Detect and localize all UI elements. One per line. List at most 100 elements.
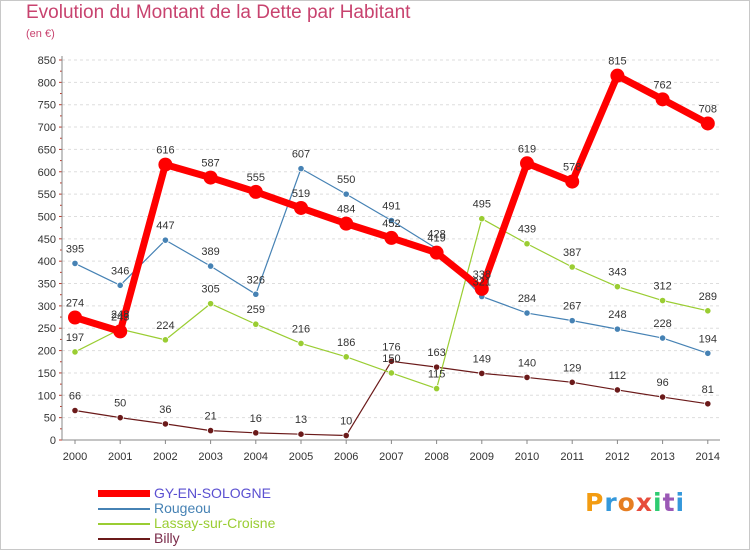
data-point	[432, 363, 441, 371]
data-label: 274	[66, 298, 84, 310]
data-label: 419	[427, 233, 445, 245]
data-point	[384, 230, 399, 245]
data-point	[523, 373, 531, 382]
data-label: 815	[608, 56, 626, 68]
x-tick-label: 2002	[153, 451, 177, 463]
data-point	[613, 325, 622, 333]
data-label: 428	[427, 229, 445, 241]
data-label: 305	[201, 284, 219, 296]
data-label: 259	[247, 304, 265, 316]
data-point	[658, 334, 667, 342]
data-label: 439	[518, 224, 536, 236]
data-label: 587	[201, 158, 219, 170]
x-tick-label: 2004	[244, 451, 268, 463]
legend-label: GY-EN-SOLOGNE	[154, 485, 271, 501]
data-label: 346	[111, 265, 129, 277]
y-tick-label: 50	[44, 413, 56, 425]
data-label: 243	[111, 311, 129, 323]
data-label: 186	[337, 337, 355, 349]
x-tick-label: 2012	[605, 451, 629, 463]
data-point	[387, 369, 395, 377]
data-label: 289	[699, 291, 717, 303]
data-point	[429, 245, 444, 260]
data-label: 16	[250, 413, 262, 425]
data-point	[297, 430, 305, 438]
data-label: 150	[382, 353, 400, 365]
data-point	[339, 216, 354, 231]
x-tick-label: 2003	[198, 451, 222, 463]
y-tick-label: 650	[38, 144, 56, 156]
data-point	[520, 156, 534, 171]
legend-label: Rougeou	[154, 500, 211, 516]
x-tick-label: 2007	[379, 451, 403, 463]
y-tick-label: 800	[38, 77, 56, 89]
data-label: 36	[159, 404, 171, 416]
data-point	[207, 262, 215, 270]
data-point	[161, 336, 169, 344]
legend-label: Billy	[154, 530, 180, 546]
data-point	[523, 309, 531, 317]
data-label: 176	[382, 341, 400, 353]
data-point	[252, 290, 260, 298]
logo-letter: i	[653, 488, 663, 517]
data-point	[158, 157, 173, 172]
data-point	[71, 406, 79, 415]
logo-letter: i	[675, 488, 686, 517]
data-label: 578	[563, 162, 581, 174]
data-point	[252, 429, 260, 437]
data-label: 21	[204, 411, 216, 423]
y-tick-label: 300	[38, 301, 56, 313]
data-label: 550	[337, 174, 355, 186]
data-point	[113, 324, 128, 339]
legend-label: Lassay-sur-Croisne	[154, 515, 276, 531]
data-point	[432, 384, 441, 393]
y-tick-label: 550	[38, 189, 56, 201]
legend-item: Lassay-sur-Croisne	[98, 516, 275, 531]
data-point	[161, 236, 169, 244]
y-tick-label: 400	[38, 256, 56, 268]
logo-letter: r	[604, 488, 618, 517]
data-point	[342, 431, 350, 440]
y-tick-label: 350	[38, 279, 56, 291]
data-label: 248	[111, 309, 129, 321]
x-tick-label: 2008	[424, 451, 448, 463]
data-label: 395	[66, 243, 84, 255]
x-tick-label: 2006	[334, 451, 358, 463]
data-point	[704, 307, 712, 315]
data-point	[161, 420, 169, 428]
legend-item: Rougeou	[98, 501, 275, 516]
data-label: 81	[702, 384, 714, 396]
data-point	[658, 296, 667, 305]
data-label: 96	[656, 377, 668, 389]
proxiti-logo: Proxiti	[585, 488, 685, 517]
data-point	[655, 92, 670, 107]
data-label: 555	[247, 172, 265, 184]
data-label: 312	[653, 281, 671, 293]
y-tick-label: 750	[38, 100, 56, 112]
data-point	[387, 216, 395, 225]
data-point	[568, 263, 576, 271]
data-label: 762	[653, 79, 671, 91]
logo-letter: x	[635, 488, 653, 517]
data-label: 708	[699, 103, 717, 115]
data-point	[565, 174, 580, 189]
x-tick-label: 2011	[560, 451, 584, 463]
x-tick-label: 2005	[289, 451, 313, 463]
logo-letter: t	[662, 488, 676, 517]
data-point	[387, 357, 395, 365]
data-point	[71, 259, 79, 268]
data-label: 216	[292, 323, 310, 335]
data-point	[294, 200, 308, 215]
y-tick-label: 200	[38, 346, 56, 358]
data-label: 13	[295, 414, 307, 426]
data-label: 284	[518, 293, 536, 305]
legend-swatch	[98, 522, 150, 525]
data-label: 389	[201, 246, 219, 258]
data-point	[252, 320, 260, 328]
legend-swatch	[98, 507, 150, 510]
y-tick-label: 100	[38, 390, 56, 402]
data-label: 115	[428, 369, 446, 381]
legend: GY-EN-SOLOGNE Rougeou Lassay-sur-Croisne Bi…	[98, 486, 275, 546]
y-tick-label: 0	[50, 435, 56, 447]
